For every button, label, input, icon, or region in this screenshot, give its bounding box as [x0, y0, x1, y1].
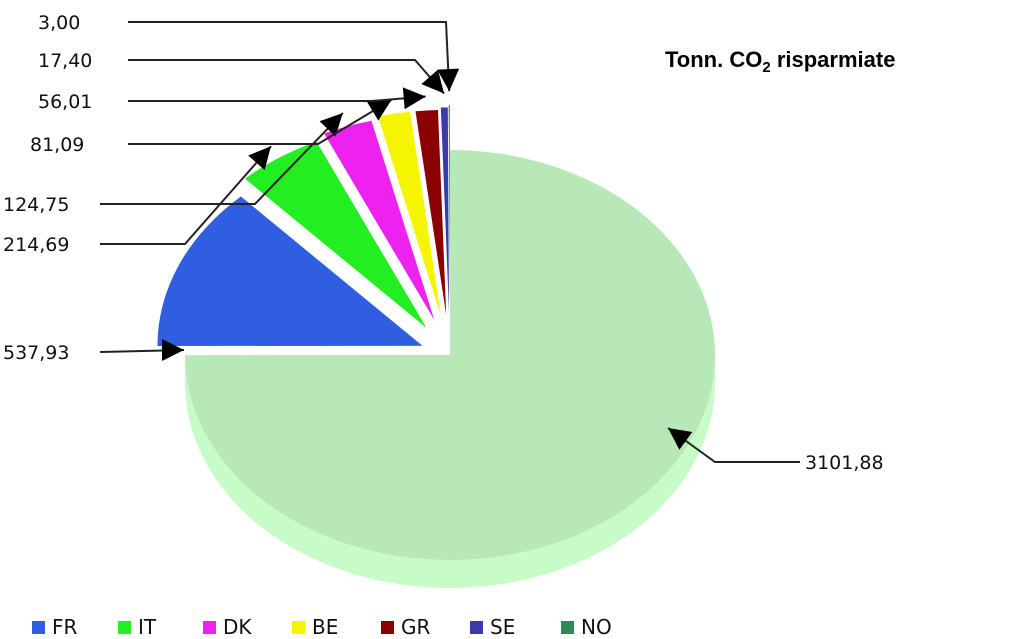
leader-line-gr	[128, 95, 426, 102]
slice-fr	[157, 196, 423, 347]
legend-item-it: IT	[118, 615, 157, 639]
arrow-icon	[402, 87, 426, 110]
value-label-e: 3101,88	[805, 452, 884, 474]
arrow-icon	[366, 99, 392, 121]
legend: EFRITDKBEGRSENO	[32, 615, 612, 639]
legend-item-dk: DK	[203, 615, 252, 639]
slice-be	[378, 111, 441, 316]
slice-gr	[415, 109, 447, 315]
legend-item-be: BE	[292, 615, 338, 639]
arrow-icon	[421, 69, 445, 94]
value-label-gr: 56,01	[38, 91, 92, 113]
legend-item-gr: GR	[381, 615, 430, 639]
value-label-fr: 537,93	[3, 342, 69, 364]
legend-swatch	[470, 621, 483, 634]
legend-label: SE	[490, 615, 515, 639]
arrow-icon	[162, 339, 184, 361]
legend-swatch	[292, 621, 305, 634]
slice-no	[448, 105, 450, 311]
pie-sides	[157, 345, 716, 589]
pie-slices	[157, 105, 716, 560]
legend-label: GR	[401, 615, 430, 639]
legend-swatch	[118, 621, 131, 634]
legend-swatch	[561, 621, 574, 634]
value-label-dk: 124,75	[3, 194, 69, 216]
legend-item-fr: FR	[32, 615, 78, 639]
arrow-icon	[248, 146, 271, 171]
legend-label: DK	[223, 615, 252, 639]
value-label-it: 214,69	[3, 234, 69, 256]
legend-label: BE	[312, 615, 338, 639]
legend-swatch	[32, 621, 45, 634]
leader-line-it	[100, 145, 272, 245]
slice-dk	[324, 120, 435, 320]
slice-it	[245, 141, 427, 329]
arrow-icon	[319, 113, 343, 137]
legend-item-no: NO	[561, 615, 612, 639]
leader-lines	[99, 21, 800, 463]
legend-item-se: SE	[470, 615, 515, 639]
slice-e	[185, 150, 716, 560]
value-label-se: 17,40	[38, 50, 92, 72]
legend-swatch	[203, 621, 216, 634]
chart-title: Tonn. CO2 risparmiate	[665, 47, 895, 76]
leader-line-se	[128, 59, 445, 95]
arrow-icon	[437, 68, 460, 92]
leader-line-be	[128, 98, 393, 145]
leader-line-no	[128, 21, 451, 92]
value-label-no: 3,00	[38, 12, 80, 34]
chart-title-subscript: 2	[762, 59, 770, 76]
arrow-icon	[668, 428, 693, 450]
value-label-be: 81,09	[30, 134, 84, 156]
legend-label: FR	[52, 615, 78, 639]
value-labels: 3101,88 537,93 214,69 124,75 81,09 56,01 17,40…	[3, 12, 884, 474]
legend-swatch	[381, 621, 394, 634]
legend-label: IT	[138, 615, 157, 639]
slice-se	[440, 107, 450, 313]
legend-label: NO	[581, 615, 612, 639]
